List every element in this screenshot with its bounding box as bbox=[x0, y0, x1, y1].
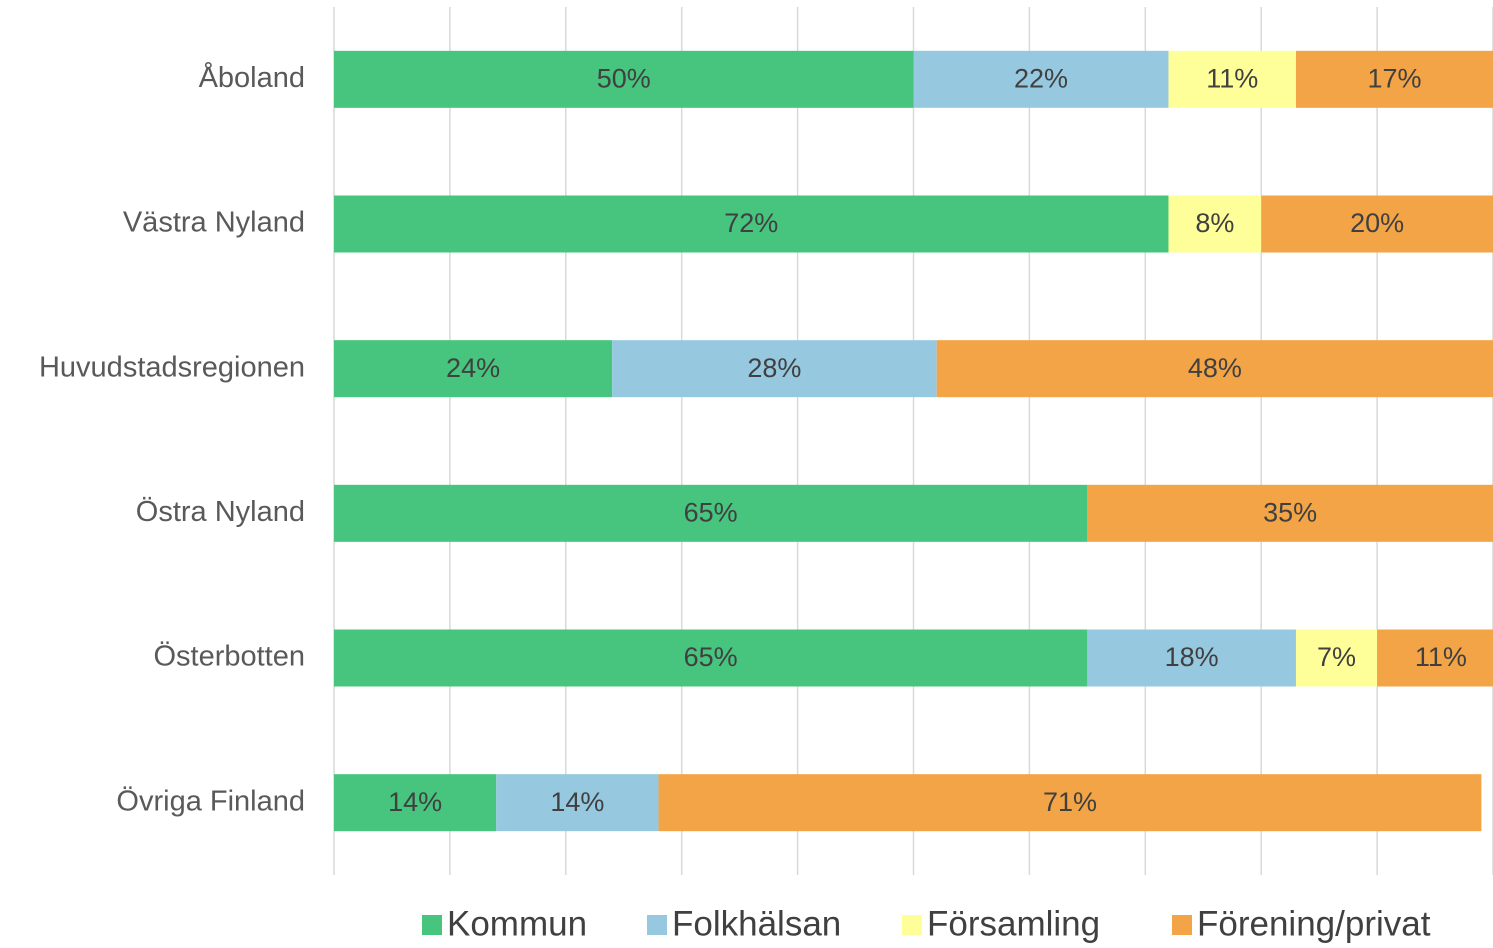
bar-segment bbox=[334, 50, 914, 108]
bar-segment bbox=[612, 340, 937, 398]
bar-segment bbox=[334, 629, 1088, 687]
bar-segment bbox=[334, 484, 1088, 542]
data-label: 72% bbox=[724, 208, 778, 238]
data-label: 50% bbox=[597, 63, 651, 93]
data-label: 18% bbox=[1165, 642, 1219, 672]
data-label: 14% bbox=[388, 787, 442, 817]
data-label: 11% bbox=[1206, 63, 1258, 93]
data-label: 65% bbox=[684, 642, 738, 672]
bar-segment bbox=[1377, 629, 1493, 687]
bar-segment bbox=[1087, 484, 1493, 542]
bar-segment bbox=[1087, 629, 1296, 687]
data-label: 28% bbox=[747, 353, 801, 383]
data-label: 11% bbox=[1415, 642, 1467, 672]
legend-label: Förening/privat bbox=[1197, 904, 1431, 943]
data-label: 7% bbox=[1317, 642, 1356, 672]
bar-segment bbox=[496, 774, 659, 832]
legend-label: Församling bbox=[927, 904, 1100, 943]
category-label: Övriga Finland bbox=[116, 785, 305, 817]
bar-segment bbox=[658, 774, 1482, 832]
legend-label: Kommun bbox=[447, 904, 587, 943]
bar-segment bbox=[1168, 195, 1262, 253]
data-label: 24% bbox=[446, 353, 500, 383]
data-label: 71% bbox=[1043, 787, 1097, 817]
bar-segment bbox=[334, 774, 497, 832]
category-label: Västra Nyland bbox=[123, 207, 305, 239]
legend-swatch bbox=[1172, 915, 1192, 935]
data-label: 17% bbox=[1367, 63, 1421, 93]
legend-swatch bbox=[647, 915, 667, 935]
category-label: Östra Nyland bbox=[136, 496, 305, 528]
data-label: 20% bbox=[1350, 208, 1404, 238]
data-label: 35% bbox=[1263, 497, 1317, 527]
data-label: 22% bbox=[1014, 63, 1068, 93]
bar-segment bbox=[334, 340, 613, 398]
category-label: Åboland bbox=[199, 61, 305, 94]
category-label: Österbotten bbox=[153, 641, 305, 673]
bar-segment bbox=[334, 195, 1169, 253]
bar-segment bbox=[1295, 50, 1493, 108]
bar-segment bbox=[1168, 50, 1296, 108]
category-label: Huvudstadsregionen bbox=[39, 351, 305, 383]
data-label: 8% bbox=[1195, 208, 1234, 238]
bar-segment bbox=[1261, 195, 1493, 253]
legend-swatch bbox=[902, 915, 922, 935]
legend-label: Folkhälsan bbox=[672, 904, 841, 943]
bar-segment bbox=[913, 50, 1169, 108]
data-label: 65% bbox=[684, 497, 738, 527]
legend-swatch bbox=[422, 915, 442, 935]
data-label: 14% bbox=[550, 787, 604, 817]
bar-segment bbox=[936, 340, 1493, 398]
data-label: 48% bbox=[1188, 353, 1242, 383]
bar-segment bbox=[1295, 629, 1378, 687]
